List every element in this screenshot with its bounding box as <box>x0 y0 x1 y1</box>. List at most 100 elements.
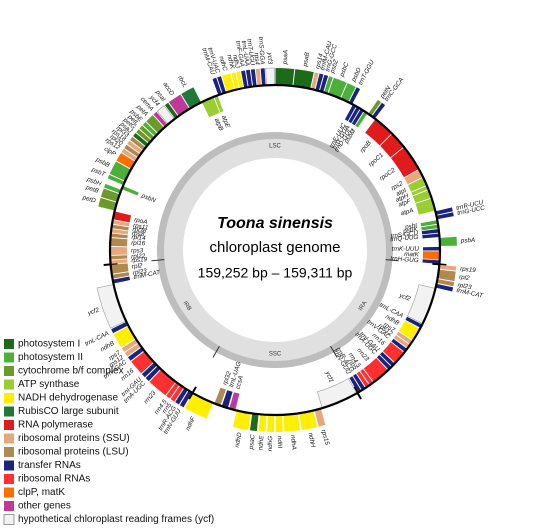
gene-block <box>112 220 130 227</box>
legend-swatch <box>4 366 14 376</box>
gene-label: psbC <box>338 61 350 79</box>
gene-label: psbN <box>139 192 157 205</box>
gene-block <box>356 371 370 388</box>
gene-block <box>351 109 364 126</box>
region-label: IRB <box>182 300 192 312</box>
gene-label: trnT-UGU <box>245 38 255 66</box>
gene-label: rps15 <box>320 429 331 447</box>
gene-label: trnM-CAT <box>456 287 485 300</box>
gene-block <box>422 259 440 264</box>
gene-block <box>344 104 357 122</box>
gene-block <box>241 70 248 88</box>
gene-block <box>110 233 128 239</box>
gene-block <box>353 373 366 391</box>
gene-block <box>408 177 427 192</box>
gene-block <box>258 414 267 432</box>
gene-block <box>348 106 360 124</box>
gene-label: psbI <box>404 222 418 231</box>
gene-block <box>236 71 244 89</box>
gene-block <box>391 338 408 352</box>
legend-swatch <box>4 460 14 471</box>
legend-label: cytochrome b/f complex <box>18 366 124 377</box>
gene-block <box>245 69 253 88</box>
gene-block <box>98 197 117 211</box>
gene-label: trnF-GAA <box>234 40 246 67</box>
gene-label: atpH <box>395 192 410 204</box>
gene-label: ndhH <box>307 432 317 449</box>
gene-label: atpB <box>213 117 225 132</box>
gene-block <box>124 144 141 158</box>
gene-block <box>379 351 395 367</box>
gene-label: atpA <box>400 207 414 217</box>
gene-label: rps19 <box>131 256 148 264</box>
gene-block <box>121 148 138 162</box>
gene-label: psbZ <box>329 58 341 76</box>
gene-block <box>109 161 131 181</box>
gene-block <box>212 77 222 96</box>
gene-label: rps8 <box>132 230 145 238</box>
gene-block <box>179 390 193 408</box>
gene-label: ndhI <box>276 436 283 449</box>
gene-block <box>111 224 129 231</box>
gene-block <box>100 188 120 202</box>
gene-block <box>139 125 155 140</box>
gene-label: psaB <box>302 52 311 68</box>
legend-swatch <box>4 352 14 363</box>
gene-block <box>96 284 127 329</box>
gene-block <box>142 122 158 137</box>
gene-block <box>390 147 419 178</box>
legend-swatch <box>4 406 14 417</box>
gene-block <box>221 73 235 93</box>
gene-label: psaA <box>282 50 290 66</box>
legend-swatch <box>4 501 14 511</box>
gene-block <box>124 343 142 357</box>
gene-label: trnH-GUG <box>390 255 419 264</box>
gene-block <box>214 387 226 406</box>
gene-block <box>396 331 413 345</box>
gene-label: trnS-GGA <box>257 37 266 65</box>
gene-block <box>141 362 158 378</box>
gene-block <box>149 369 176 396</box>
legend-swatch <box>4 487 14 498</box>
legend-label: hypothetical chloroplast reading frames … <box>18 514 214 525</box>
gene-label: ndhF <box>184 415 197 432</box>
legend-label: transfer RNAs <box>18 460 81 471</box>
gene-block <box>411 185 429 196</box>
region-tick <box>385 259 399 262</box>
gene-label: psbA <box>460 237 476 245</box>
gene-label: ndhA <box>289 435 297 450</box>
gene-block <box>283 413 301 432</box>
gene-label: rrn23 <box>143 389 158 405</box>
gene-label: rpoA <box>133 216 147 226</box>
gene-label: ycf3 <box>266 51 273 64</box>
legend-swatch <box>4 379 14 390</box>
gene-block <box>275 68 295 86</box>
legend-label: ribosomal RNAs <box>18 474 90 485</box>
gene-block <box>311 72 319 90</box>
gene-block <box>437 269 456 282</box>
gene-block <box>229 392 240 411</box>
legend-label: other genes <box>18 501 71 512</box>
gene-block <box>184 393 213 419</box>
gene-label: rps19 <box>460 266 477 275</box>
gene-block <box>371 102 386 119</box>
gene-block <box>112 276 131 284</box>
gene-block <box>164 102 179 119</box>
legend-swatch <box>3 514 15 525</box>
gene-block <box>420 220 438 227</box>
gene-block <box>415 198 436 215</box>
gene-block <box>249 413 259 432</box>
gene-block <box>299 410 318 431</box>
gene-block <box>232 410 251 431</box>
gene-label: rpl14 <box>131 234 146 242</box>
gene-label: trnK-UUU <box>392 246 420 253</box>
gene-label: rps14 <box>314 52 325 69</box>
gene-block <box>328 77 347 99</box>
gene-block <box>181 87 202 109</box>
gene-block <box>393 335 410 349</box>
gene-block <box>104 183 122 194</box>
gene-label: ndhK <box>225 54 235 71</box>
gene-label: rpl22 <box>131 253 146 261</box>
legend-label: RNA polymerase <box>18 420 93 431</box>
